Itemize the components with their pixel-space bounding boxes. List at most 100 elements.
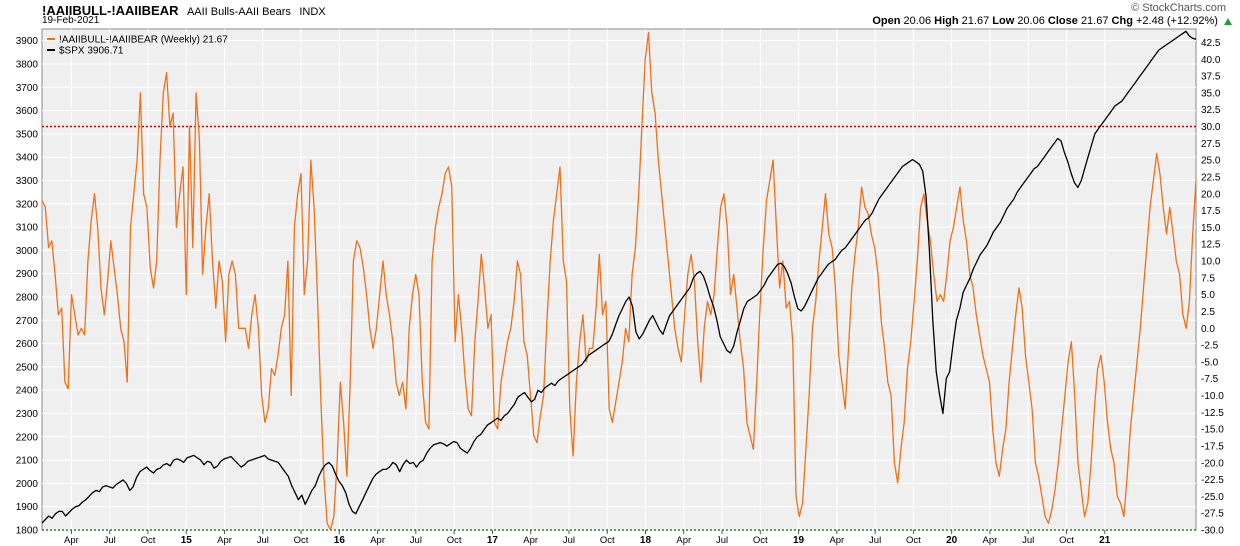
- bull-bear-spread-line: [41, 31, 1197, 531]
- chart-date: 19-Feb-2021: [42, 15, 100, 26]
- right-axis-tick-label: 35.0: [1201, 88, 1221, 99]
- right-axis-tick-label: -17.5: [1201, 441, 1224, 452]
- x-axis-tick-label: Jul: [410, 535, 422, 546]
- x-axis-tick-label: 21: [1099, 535, 1111, 546]
- left-axis-tick-label: 2300: [16, 409, 39, 420]
- left-axis-tick-label: 2500: [16, 362, 39, 373]
- left-axis-tick-label: 2800: [16, 292, 39, 303]
- x-axis-tick-label: Oct: [1059, 535, 1074, 546]
- x-axis-tick-label: Oct: [294, 535, 309, 546]
- left-axis-tick-label: 1900: [16, 502, 39, 513]
- left-axis-tick-label: 3000: [16, 246, 39, 257]
- right-axis-tick-label: 25.0: [1201, 156, 1221, 167]
- legend-entry: $SPX 3906.71: [59, 46, 124, 57]
- symbol-title: !AAIIBULL-!AAIIBEAR: [42, 3, 179, 18]
- x-axis-tick-label: 19: [793, 535, 805, 546]
- left-axis-tick-label: 3400: [16, 153, 39, 164]
- x-axis-tick-label: Jul: [869, 535, 881, 546]
- right-axis-tick-label: 17.5: [1201, 206, 1221, 217]
- x-axis-tick-label: 17: [487, 535, 499, 546]
- open-label: Open: [872, 15, 901, 27]
- right-axis-tick-label: 27.5: [1201, 139, 1221, 150]
- x-axis-tick-label: Oct: [753, 535, 768, 546]
- x-axis-tick-label: 16: [334, 535, 346, 546]
- right-axis-tick-label: 22.5: [1201, 172, 1221, 183]
- x-axis-tick-label: 15: [181, 535, 193, 546]
- right-axis-tick-label: -2.5: [1201, 341, 1219, 352]
- right-axis-tick-label: 32.5: [1201, 105, 1221, 116]
- right-axis-tick-label: 12.5: [1201, 240, 1221, 251]
- chart-title-row: !AAIIBULL-!AAIIBEAR AAII Bulls-AAII Bear…: [42, 2, 326, 20]
- right-axis-tick-label: -20.0: [1201, 458, 1224, 469]
- left-axis-tick-label: 3600: [16, 106, 39, 117]
- x-axis-tick-label: 18: [640, 535, 652, 546]
- x-axis-tick-label: Jul: [104, 535, 116, 546]
- left-axis-tick-label: 3500: [16, 129, 39, 140]
- right-axis-tick-label: 40.0: [1201, 55, 1221, 66]
- left-axis-tick-label: 3900: [16, 36, 39, 47]
- right-axis-tick-label: 7.5: [1201, 273, 1215, 284]
- right-axis-tick-label: 30.0: [1201, 122, 1221, 133]
- right-axis-tick-label: 42.5: [1201, 38, 1221, 49]
- x-axis-tick-label: Jul: [716, 535, 728, 546]
- x-axis-tick-label: Oct: [141, 535, 156, 546]
- right-axis-tick-label: 37.5: [1201, 72, 1221, 83]
- left-axis-tick-label: 2700: [16, 316, 39, 327]
- left-axis-tick-label: 2100: [16, 456, 39, 467]
- open-value: 20.06: [903, 15, 932, 27]
- symbol-description: AAII Bulls-AAII Bears: [186, 6, 291, 18]
- low-value: 20.06: [1017, 15, 1045, 27]
- right-axis-tick-label: -25.0: [1201, 492, 1224, 503]
- right-axis-tick-label: -30.0: [1201, 526, 1224, 537]
- right-axis-tick-label: -7.5: [1201, 374, 1219, 385]
- x-axis-tick-label: Apr: [523, 535, 538, 546]
- left-axis-tick-label: 2600: [16, 339, 39, 350]
- x-axis-tick-label: Jul: [1022, 535, 1034, 546]
- exchange-label: INDX: [299, 6, 326, 18]
- plot-area: [41, 28, 1197, 531]
- left-axis-tick-label: 3700: [16, 83, 39, 94]
- x-axis-tick-label: Oct: [447, 535, 462, 546]
- chg-value: +2.48 (+12.92%): [1135, 15, 1218, 27]
- left-axis-tick-label: 3300: [16, 176, 39, 187]
- x-axis-tick-label: Jul: [563, 535, 575, 546]
- up-triangle-icon: [1224, 17, 1232, 25]
- spx-line: [41, 30, 1197, 524]
- right-axis-tick-label: -12.5: [1201, 408, 1224, 419]
- right-axis-tick-label: -22.5: [1201, 475, 1224, 486]
- low-label: Low: [992, 15, 1015, 27]
- right-axis-tick-label: 20.0: [1201, 189, 1221, 200]
- close-value: 21.67: [1080, 15, 1109, 27]
- right-axis-tick-label: -15.0: [1201, 425, 1224, 436]
- right-axis-tick-label: -10.0: [1201, 391, 1224, 402]
- x-axis-tick-label: Apr: [217, 535, 232, 546]
- close-label: Close: [1047, 15, 1078, 27]
- x-axis-tick-label: Apr: [829, 535, 844, 546]
- x-axis-tick-label: Apr: [64, 535, 79, 546]
- x-axis-tick-label: Apr: [676, 535, 691, 546]
- right-axis-tick-label: 2.5: [1201, 307, 1215, 318]
- high-value: 21.67: [961, 15, 990, 27]
- left-axis-tick-label: 2000: [16, 479, 39, 490]
- x-axis-tick-label: Apr: [983, 535, 998, 546]
- chg-label: Chg: [1111, 15, 1133, 27]
- source-credit: © StockCharts.com: [1131, 2, 1226, 14]
- x-axis-tick-label: Oct: [600, 535, 615, 546]
- left-axis-tick-label: 2900: [16, 269, 39, 280]
- x-axis-tick-label: Oct: [906, 535, 921, 546]
- right-axis-tick-label: -5.0: [1201, 357, 1219, 368]
- high-label: High: [934, 15, 959, 27]
- right-axis-tick-label: 0.0: [1201, 324, 1215, 335]
- legend-entry: !AAIIBULL-!AAIIBEAR (Weekly) 21.67: [59, 35, 228, 46]
- ohlc-stats: Open 20.06 High 21.67 Low 20.06 Close 21…: [872, 15, 1232, 27]
- right-axis-tick-label: -27.5: [1201, 509, 1224, 520]
- left-axis-tick-label: 3800: [16, 59, 39, 70]
- right-axis-tick-label: 10.0: [1201, 257, 1221, 268]
- left-axis-tick-label: 3200: [16, 199, 39, 210]
- left-axis-tick-label: 2200: [16, 432, 39, 443]
- x-axis-tick-label: Apr: [370, 535, 385, 546]
- right-axis-tick-label: 15.0: [1201, 223, 1221, 234]
- left-axis-tick-label: 3100: [16, 223, 39, 234]
- left-axis-tick-label: 2400: [16, 386, 39, 397]
